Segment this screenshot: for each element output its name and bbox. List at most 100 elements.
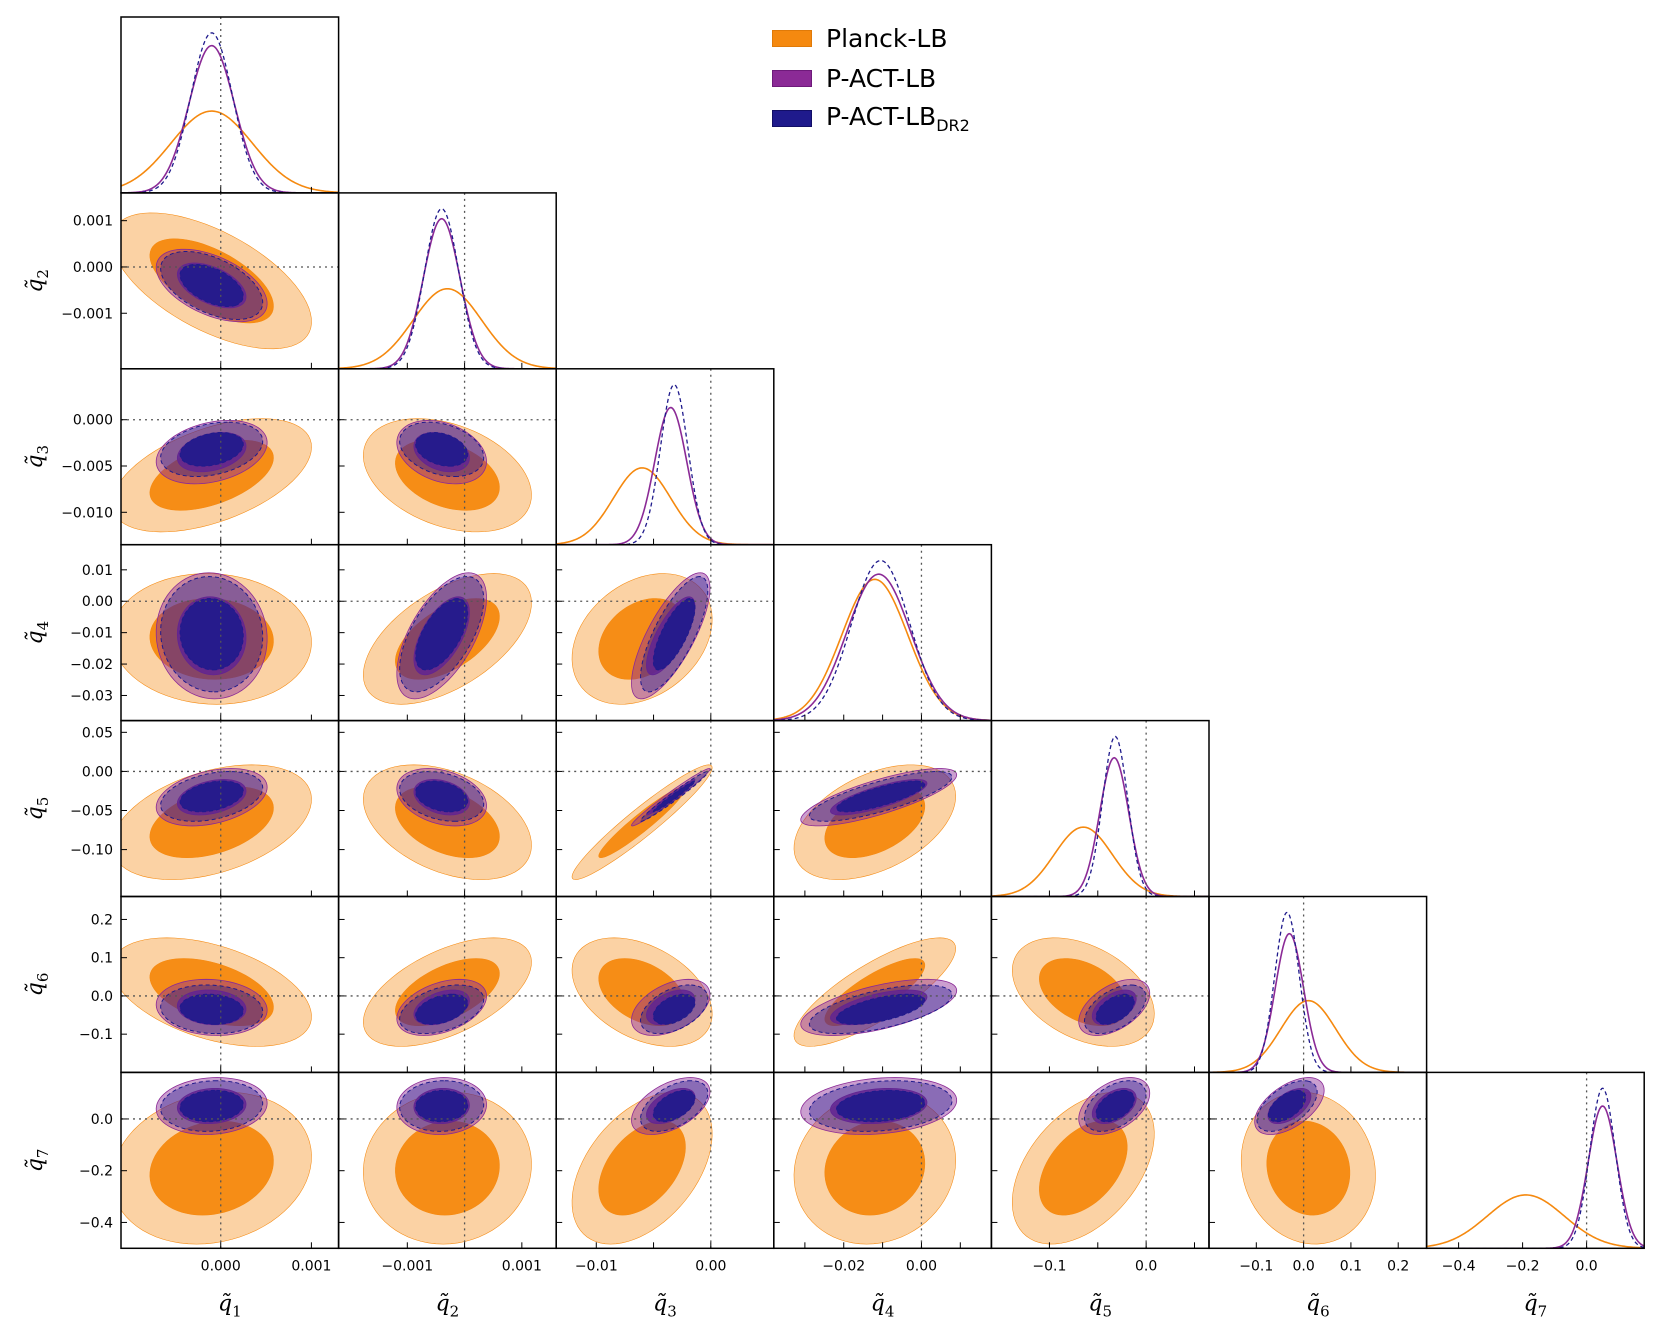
panel-frame <box>120 16 340 194</box>
legend: Planck-LB P-ACT-LB P-ACT-LBDR2 <box>772 18 970 138</box>
panel-4-4 <box>773 543 993 722</box>
y-axis-label-6: q̃6 <box>23 973 52 997</box>
contour-68-p-act-lb_dr2 <box>415 780 469 813</box>
pdf-curve-planck-lb <box>1209 999 1427 1073</box>
panel-content <box>338 544 557 721</box>
pdf-curve-planck-lb <box>556 467 774 545</box>
contour-68-planck-lb <box>1039 1120 1128 1216</box>
y-tick-label: 0.01 <box>82 563 113 579</box>
y-tick-label: −0.01 <box>70 626 113 642</box>
x-tick-label: 0.2 <box>1387 1258 1409 1274</box>
panel-content <box>121 544 339 721</box>
panel-content <box>556 896 774 1073</box>
panel-2-2 <box>337 192 557 370</box>
y-tick-label: 0.00 <box>82 764 113 780</box>
x-tick-label: 0.0 <box>1575 1258 1597 1274</box>
x-axis-label-5: q̃5 <box>1088 1291 1112 1320</box>
x-axis-label-main: q̃ <box>436 1291 450 1316</box>
legend-label-planck-lb: Planck-LB <box>826 23 948 53</box>
x-axis-label-main: q̃ <box>1306 1291 1320 1316</box>
panel-content <box>556 1072 774 1249</box>
legend-label-p-act-lb-dr2-main: P-ACT-LB <box>826 101 937 131</box>
y-tick-label: 0.00 <box>82 594 113 610</box>
x-axis-label-1: q̃1 <box>218 1291 242 1320</box>
x-tick-label: 0.0 <box>1292 1258 1314 1274</box>
panel-frame <box>337 192 557 370</box>
y-tick-label: −0.02 <box>70 657 113 673</box>
panel-6-6 <box>1208 895 1428 1074</box>
pdf-curve-p-act-lb <box>773 573 992 721</box>
contour-68-p-act-lb_dr2 <box>415 432 469 467</box>
y-tick-label: −0.4 <box>79 1215 113 1231</box>
legend-label-p-act-lb: P-ACT-LB <box>826 63 937 93</box>
y-tick-label: −0.03 <box>70 688 113 704</box>
x-tick-label: −0.1 <box>1032 1258 1066 1274</box>
y-axis-label-main: q̃ <box>23 982 48 996</box>
panel-content <box>773 1072 992 1249</box>
panel-4-7: −0.02 0.00 <box>773 1071 993 1274</box>
contour-68-p-act-lb_dr2 <box>415 1089 469 1123</box>
legend-swatch-p-act-lb <box>772 69 812 87</box>
x-axis-label-4: q̃4 <box>871 1291 895 1320</box>
panel-content <box>556 720 774 897</box>
panel-content <box>1209 896 1427 1073</box>
y-tick-label: 0.000 <box>73 260 113 276</box>
panel-content <box>121 192 339 369</box>
pdf-curve-p-act-lb_dr2 <box>121 32 339 193</box>
x-axis-label-main: q̃ <box>871 1291 885 1316</box>
y-tick-label: 0.1 <box>91 951 113 967</box>
pdf-curve-planck-lb <box>121 110 339 193</box>
legend-label-p-act-lb-dr2-sub: DR2 <box>936 115 970 135</box>
x-axis-label-main: q̃ <box>653 1291 667 1316</box>
panel-content <box>1209 1072 1427 1249</box>
pdf-curve-p-act-lb_dr2 <box>991 735 1209 897</box>
panel-content <box>773 720 992 897</box>
x-axis-label-6: q̃6 <box>1306 1291 1330 1320</box>
contour-68-p-act-lb_dr2 <box>179 993 244 1025</box>
x-axis-label-main: q̃ <box>1524 1291 1538 1316</box>
panel-3-3 <box>555 368 775 546</box>
x-tick-label: −0.4 <box>1442 1258 1476 1274</box>
panel-3-5 <box>555 719 775 898</box>
panel-2-7: −0.001 0.001 <box>337 1071 557 1274</box>
y-tick-label: −0.010 <box>61 505 113 521</box>
x-tick-label: −0.2 <box>1506 1258 1540 1274</box>
pdf-curve-planck-lb <box>1426 1194 1645 1249</box>
panel-2-6 <box>337 895 557 1074</box>
panel-1-6: −0.1 0.0 0.1 0.2 <box>79 895 340 1074</box>
panel-3-6 <box>555 895 775 1074</box>
legend-item-p-act-lb-dr2: P-ACT-LBDR2 <box>772 98 970 138</box>
contour-68-p-act-lb_dr2 <box>179 780 244 813</box>
pdf-curve-p-act-lb_dr2 <box>556 384 774 545</box>
y-axis-label-3: q̃3 <box>23 445 52 469</box>
y-axis-label-sub: 6 <box>34 973 52 983</box>
panel-1-2: −0.001 0.000 0.001 <box>61 192 340 370</box>
panel-3-7: −0.01 0.00 <box>555 1071 775 1274</box>
panel-frame <box>773 543 993 722</box>
y-axis-label-sub: 4 <box>34 621 52 631</box>
x-tick-label: −0.001 <box>381 1258 433 1274</box>
y-tick-label: 0.0 <box>91 1112 113 1128</box>
y-axis-label-main: q̃ <box>23 1158 48 1172</box>
contour-68-planck-lb <box>395 1120 500 1216</box>
contour-68-p-act-lb_dr2 <box>415 993 469 1025</box>
contour-68-planck-lb <box>1266 1120 1351 1216</box>
contour-68-p-act-lb_dr2 <box>836 1089 926 1123</box>
x-axis-label-sub: 7 <box>1538 1302 1548 1320</box>
panel-7-7: −0.4 −0.2 0.0 <box>1425 1071 1645 1274</box>
panel-frame <box>1425 1071 1645 1250</box>
panel-content <box>338 720 557 897</box>
y-axis-label-sub: 7 <box>34 1149 52 1159</box>
contour-68-p-act-lb_dr2 <box>836 780 926 813</box>
x-tick-label: 0.000 <box>201 1258 241 1274</box>
y-tick-label: 0.2 <box>91 912 113 928</box>
pdf-curve-planck-lb <box>338 287 557 369</box>
panel-6-7: −0.1 0.0 0.1 0.2 <box>1208 1071 1428 1274</box>
y-axis-label-main: q̃ <box>23 454 48 468</box>
y-axis-label-main: q̃ <box>23 806 48 820</box>
pdf-curve-p-act-lb <box>991 756 1209 897</box>
x-tick-label: −0.02 <box>822 1258 865 1274</box>
y-axis-label-sub: 5 <box>34 797 52 807</box>
panel-3-4 <box>555 543 775 722</box>
contour-68-p-act-lb_dr2 <box>652 1089 696 1123</box>
